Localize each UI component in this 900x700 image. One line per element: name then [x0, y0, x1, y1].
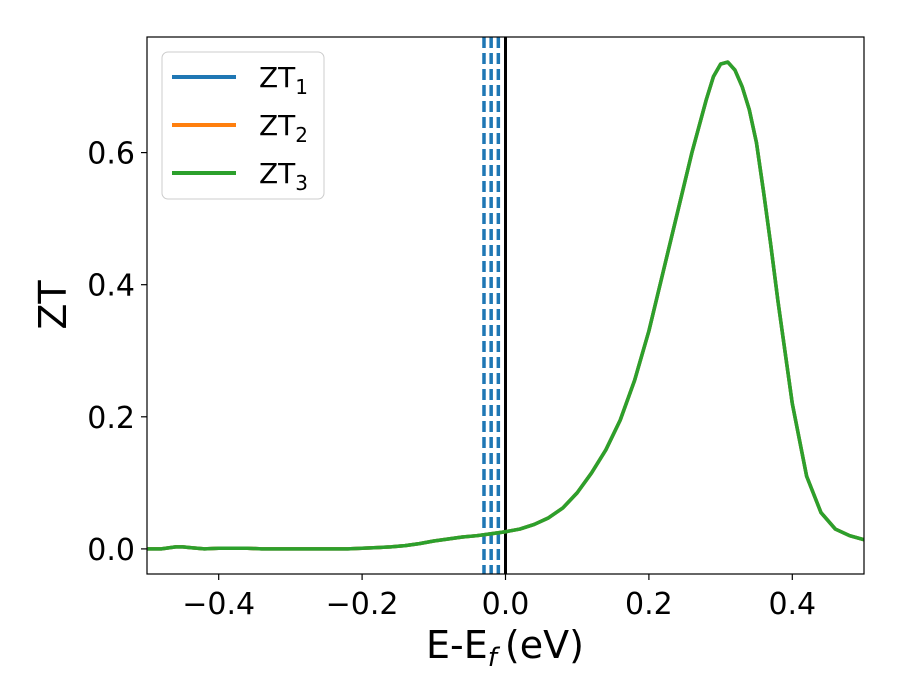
- y-axis-title: ZT: [31, 280, 75, 330]
- x-axis-ticks: −0.4 −0.2 0.0 0.2 0.4: [182, 574, 816, 622]
- y-tick-label: 0.0: [87, 533, 135, 568]
- series-lines: [147, 60, 864, 551]
- x-axis-title: E-Ef (eV): [426, 623, 584, 673]
- legend-label-1: ZT1: [259, 61, 308, 99]
- y-tick-label: 0.4: [87, 269, 135, 304]
- legend: ZT1 ZT2 ZT3: [161, 51, 325, 200]
- x-tick-label: −0.4: [182, 587, 255, 622]
- legend-label-2: ZT2: [259, 109, 308, 147]
- x-tick-label: 0.2: [625, 587, 673, 622]
- vertical-reference-lines: [482, 37, 507, 574]
- y-tick-label: 0.2: [87, 401, 135, 436]
- legend-label-3: ZT3: [259, 157, 308, 195]
- x-tick-label: 0.0: [482, 587, 530, 622]
- legend-box: [161, 51, 325, 200]
- y-axis-ticks: 0.0 0.2 0.4 0.6: [87, 137, 147, 568]
- x-tick-label: −0.2: [326, 587, 399, 622]
- series-line-3: [147, 60, 864, 551]
- x-tick-label: 0.4: [768, 587, 816, 622]
- y-tick-label: 0.6: [87, 137, 135, 172]
